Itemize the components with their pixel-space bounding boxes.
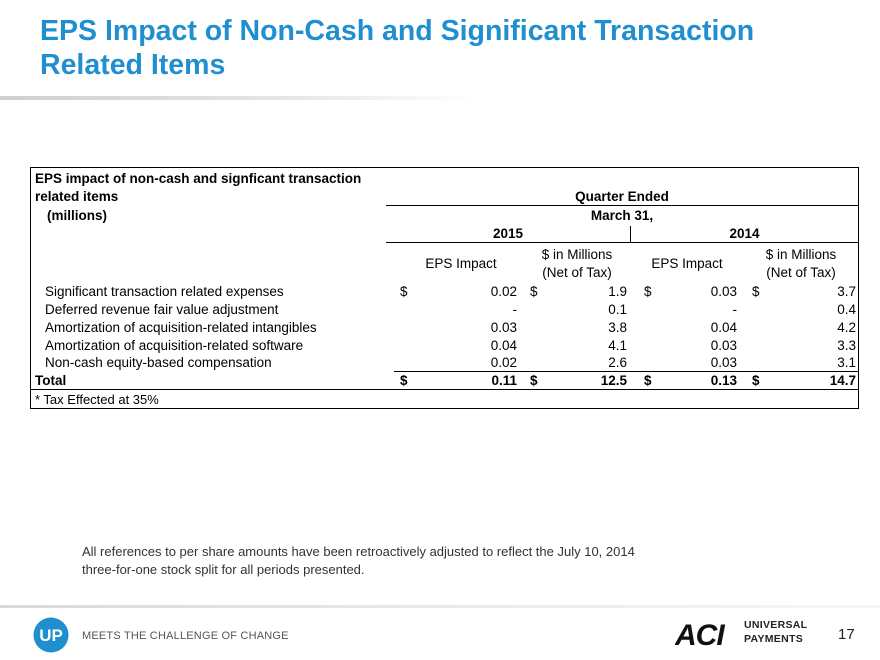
aci-logo-icon: ACI bbox=[675, 619, 726, 650]
row-label: Non-cash equity-based compensation bbox=[45, 355, 272, 370]
footer-tagline: MEETS THE CHALLENGE OF CHANGE bbox=[82, 630, 289, 642]
table-footnote: * Tax Effected at 35% bbox=[35, 392, 159, 407]
mil-2015-value: 2.6 bbox=[608, 355, 627, 370]
eps-2015-value: - bbox=[512, 302, 518, 317]
year-2014: 2014 bbox=[729, 226, 760, 241]
row-label: Amortization of acquisition-related inta… bbox=[45, 320, 317, 335]
table-caption-line2: related items bbox=[35, 189, 119, 204]
col-dollars-2014-line1: $ in Millions bbox=[765, 247, 837, 262]
mil-2014-value: 3.3 bbox=[837, 338, 856, 353]
footnote-rule bbox=[31, 389, 858, 390]
split-note-line2: three-for-one stock split for all period… bbox=[82, 562, 365, 577]
eps-2015-value: 0.02 bbox=[490, 284, 517, 299]
header-rule-2 bbox=[386, 242, 858, 243]
currency-symbol: $ bbox=[752, 284, 760, 299]
eps-2014-value: 0.03 bbox=[710, 355, 737, 370]
table-units: (millions) bbox=[47, 208, 107, 223]
title-underline bbox=[0, 96, 480, 100]
eps-2014-value: 0.03 bbox=[710, 338, 737, 353]
col-dollars-2015-line2: (Net of Tax) bbox=[542, 265, 612, 280]
col-eps-impact-2015: EPS Impact bbox=[425, 256, 497, 271]
eps-2014-value: - bbox=[732, 302, 738, 317]
brand-line1: UNIVERSAL bbox=[744, 619, 808, 631]
period-header: Quarter Ended bbox=[575, 189, 669, 204]
up-logo-text: UP bbox=[39, 626, 63, 645]
eps-impact-table: EPS impact of non-cash and signficant tr… bbox=[30, 167, 859, 409]
mil-2015-value: 4.1 bbox=[608, 338, 627, 353]
year-divider bbox=[630, 226, 631, 242]
year-2015: 2015 bbox=[492, 226, 524, 241]
row-label: Deferred revenue fair value adjustment bbox=[45, 302, 279, 317]
mil-2014-value: 3.7 bbox=[837, 284, 856, 299]
total-label: Total bbox=[35, 373, 67, 388]
mil-2014-value: 4.2 bbox=[837, 320, 856, 335]
page-title: EPS Impact of Non-Cash and Significant T… bbox=[40, 15, 755, 81]
total-mil-2014: 14.7 bbox=[829, 373, 856, 388]
eps-2014-value: 0.03 bbox=[710, 284, 737, 299]
mil-2015-value: 0.1 bbox=[608, 302, 627, 317]
brand-name: UNIVERSAL PAYMENTS bbox=[744, 618, 807, 646]
header-rule-1 bbox=[386, 205, 858, 206]
aci-logo-text: ACI bbox=[675, 619, 725, 650]
row-label: Significant transaction related expenses bbox=[45, 284, 284, 299]
currency-symbol: $ bbox=[400, 373, 408, 388]
eps-2015-value: 0.04 bbox=[490, 338, 517, 353]
currency-symbol: $ bbox=[400, 284, 408, 299]
mil-2015-value: 3.8 bbox=[608, 320, 627, 335]
eps-2014-value: 0.04 bbox=[710, 320, 737, 335]
mil-2014-value: 3.1 bbox=[837, 355, 856, 370]
currency-symbol: $ bbox=[530, 373, 538, 388]
page-number: 17 bbox=[838, 626, 855, 643]
row-label: Amortization of acquisition-related soft… bbox=[45, 338, 304, 353]
total-rule-top bbox=[394, 371, 858, 372]
table-caption-line1: EPS impact of non-cash and signficant tr… bbox=[35, 171, 362, 186]
total-mil-2015: 12.5 bbox=[600, 373, 627, 388]
currency-symbol: $ bbox=[644, 284, 652, 299]
currency-symbol: $ bbox=[644, 373, 652, 388]
col-eps-impact-2014: EPS Impact bbox=[651, 256, 723, 271]
period-date: March 31, bbox=[590, 208, 654, 223]
total-eps-2015: 0.11 bbox=[491, 373, 517, 388]
currency-symbol: $ bbox=[752, 373, 760, 388]
split-note-line1: All references to per share amounts have… bbox=[82, 544, 635, 559]
col-dollars-2015-line1: $ in Millions bbox=[541, 247, 613, 262]
eps-2015-value: 0.03 bbox=[490, 320, 517, 335]
total-eps-2014: 0.13 bbox=[710, 373, 737, 388]
mil-2014-value: 0.4 bbox=[837, 302, 856, 317]
col-dollars-2014-line2: (Net of Tax) bbox=[766, 265, 836, 280]
eps-2015-value: 0.02 bbox=[490, 355, 517, 370]
footer-rule bbox=[0, 605, 880, 608]
currency-symbol: $ bbox=[530, 284, 538, 299]
split-note: All references to per share amounts have… bbox=[82, 543, 635, 579]
mil-2015-value: 1.9 bbox=[608, 284, 627, 299]
up-logo-icon: UP bbox=[33, 617, 69, 653]
brand-line2: PAYMENTS bbox=[744, 633, 803, 645]
